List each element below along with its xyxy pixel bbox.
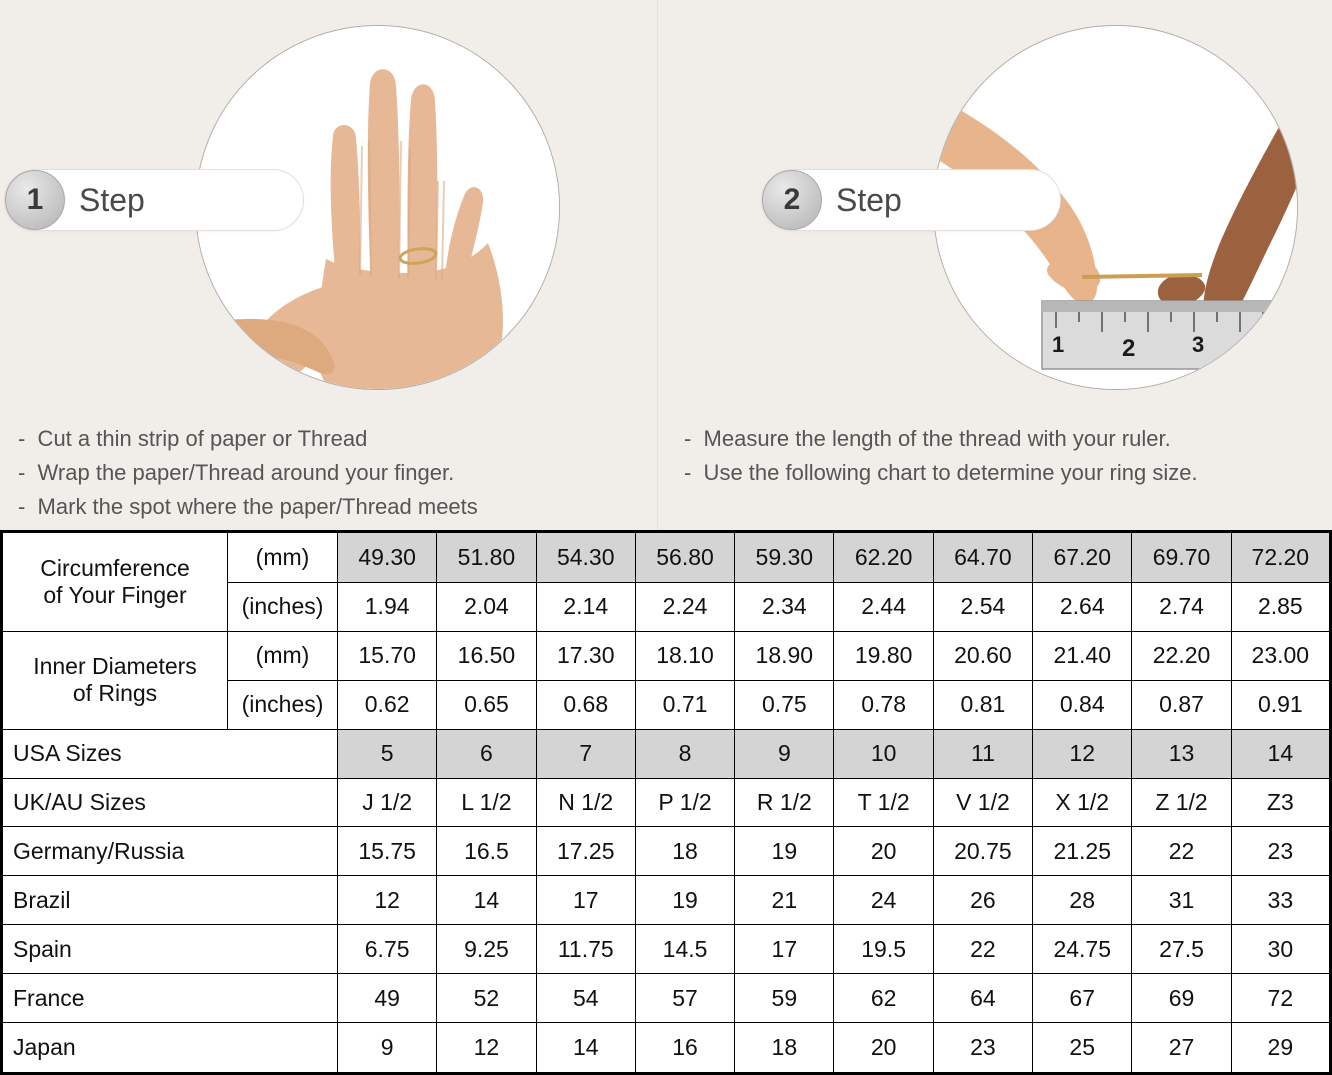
- svg-text:3: 3: [1192, 332, 1204, 357]
- svg-text:1: 1: [1052, 332, 1064, 357]
- svg-text:2: 2: [1122, 335, 1135, 362]
